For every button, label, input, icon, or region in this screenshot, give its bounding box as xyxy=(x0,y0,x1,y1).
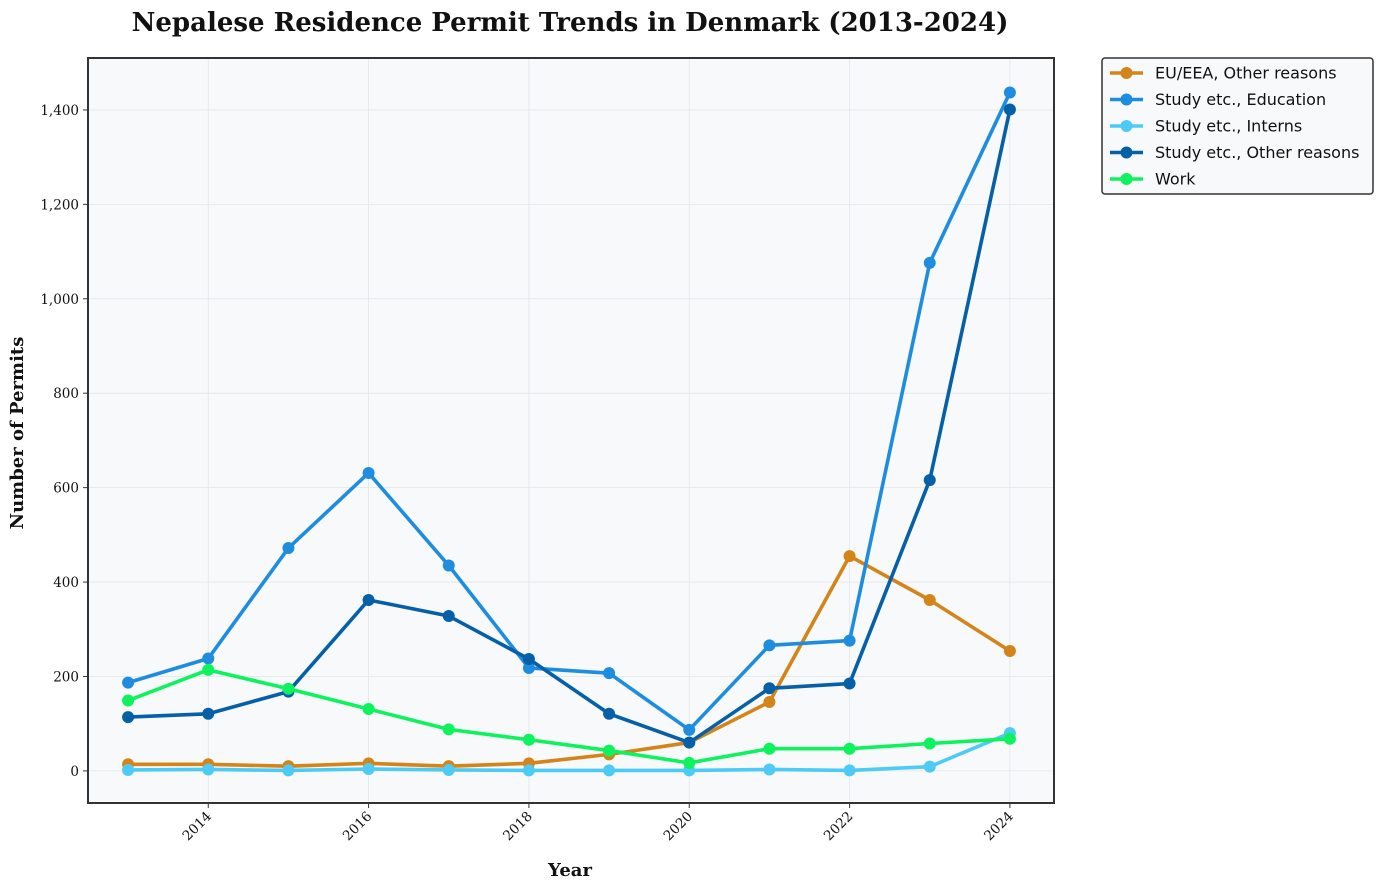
y-tick-label: 0 xyxy=(70,764,79,780)
data-point xyxy=(282,682,295,695)
data-point xyxy=(923,256,936,269)
data-point xyxy=(202,707,215,720)
series-line xyxy=(126,90,1012,732)
legend-label: Study etc., Other reasons xyxy=(1155,143,1359,162)
plot-area xyxy=(88,58,1054,803)
data-point xyxy=(683,736,696,749)
y-tick-label: 1,000 xyxy=(40,292,79,308)
x-tick-label: 2020 xyxy=(660,809,696,845)
series-line xyxy=(126,668,1012,765)
data-point xyxy=(442,763,455,776)
data-point xyxy=(843,742,856,755)
data-point xyxy=(1003,86,1016,99)
data-point xyxy=(202,763,215,776)
data-point xyxy=(923,760,936,773)
data-point xyxy=(362,763,375,776)
data-point xyxy=(923,737,936,750)
x-axis-ticks: 2014 2016 2018 2020 2022 2024 xyxy=(179,803,1017,845)
data-point xyxy=(603,744,616,757)
legend-label: Study etc., Education xyxy=(1155,90,1326,109)
data-point xyxy=(442,559,455,572)
grid-lines xyxy=(88,58,1054,803)
data-point xyxy=(603,667,616,680)
data-point xyxy=(362,466,375,479)
data-point xyxy=(362,703,375,716)
series-3 xyxy=(122,103,1016,749)
legend-item: Study etc., Education xyxy=(1110,90,1326,109)
data-point xyxy=(202,663,215,676)
data-point xyxy=(122,694,135,707)
data-point xyxy=(202,652,215,665)
legend-swatch-marker xyxy=(1120,67,1133,79)
data-point xyxy=(522,661,535,674)
data-point xyxy=(1003,644,1016,657)
y-axis-ticks: 0 200 400 600 800 1,000 1,200 1,400 xyxy=(40,103,88,780)
data-point xyxy=(843,677,856,690)
y-tick-label: 400 xyxy=(53,575,79,591)
plot-frame xyxy=(87,57,1055,804)
data-point xyxy=(522,733,535,746)
data-point xyxy=(282,764,295,777)
series-line xyxy=(126,731,1012,773)
x-tick-label: 2018 xyxy=(500,809,536,845)
legend-item: Study etc., Other reasons xyxy=(1110,143,1359,162)
data-point xyxy=(522,653,535,666)
data-point xyxy=(522,764,535,777)
legend-swatch-marker xyxy=(1120,93,1133,106)
chart-title: Nepalese Residence Permit Trends in Denm… xyxy=(132,8,1009,38)
data-point xyxy=(1003,732,1016,745)
data-point xyxy=(843,634,856,647)
data-point xyxy=(122,676,135,689)
x-tick-label: 2014 xyxy=(179,809,215,845)
legend-swatch-marker xyxy=(1120,146,1133,159)
y-axis-label: Number of Permits xyxy=(7,337,28,530)
x-axis-label: Year xyxy=(547,860,592,881)
data-point xyxy=(843,550,856,563)
legend-item: Work xyxy=(1110,170,1196,189)
data-point xyxy=(603,707,616,720)
y-tick-label: 1,400 xyxy=(40,103,79,119)
x-tick-label: 2016 xyxy=(340,809,376,845)
data-point xyxy=(282,542,295,555)
legend-label: EU/EEA, Other reasons xyxy=(1155,64,1337,83)
data-point xyxy=(763,639,776,652)
data-point xyxy=(843,764,856,777)
data-point xyxy=(763,682,776,695)
legend-box xyxy=(1101,57,1374,195)
series-4 xyxy=(122,663,1016,769)
data-point xyxy=(603,764,616,777)
legend-label: Study etc., Interns xyxy=(1155,117,1302,136)
data-point xyxy=(442,610,455,623)
legend-item: EU/EEA, Other reasons xyxy=(1110,64,1337,83)
data-point xyxy=(683,756,696,769)
series-layer xyxy=(122,86,1016,777)
x-tick-label: 2022 xyxy=(821,809,857,845)
data-point xyxy=(442,723,455,736)
data-point xyxy=(1003,103,1016,116)
legend: EU/EEA, Other reasons Study etc., Educati… xyxy=(1101,57,1374,195)
x-tick-label: 2024 xyxy=(981,809,1017,845)
data-point xyxy=(683,723,696,736)
series-1 xyxy=(122,86,1016,736)
legend-swatch-marker xyxy=(1120,120,1133,132)
series-line xyxy=(126,107,1012,745)
y-tick-label: 600 xyxy=(53,481,79,497)
legend-label: Work xyxy=(1155,170,1196,189)
data-point xyxy=(122,711,135,724)
legend-item: Study etc., Interns xyxy=(1110,117,1302,136)
series-line xyxy=(126,554,1012,768)
data-point xyxy=(763,695,776,708)
data-point xyxy=(923,474,936,487)
data-point xyxy=(362,593,375,606)
data-point xyxy=(763,742,776,755)
data-point xyxy=(923,593,936,606)
legend-swatch-marker xyxy=(1120,173,1133,185)
y-tick-label: 800 xyxy=(53,386,79,402)
y-tick-label: 1,200 xyxy=(40,197,79,213)
data-point xyxy=(122,763,135,776)
data-point xyxy=(763,763,776,776)
y-tick-label: 200 xyxy=(53,669,79,685)
